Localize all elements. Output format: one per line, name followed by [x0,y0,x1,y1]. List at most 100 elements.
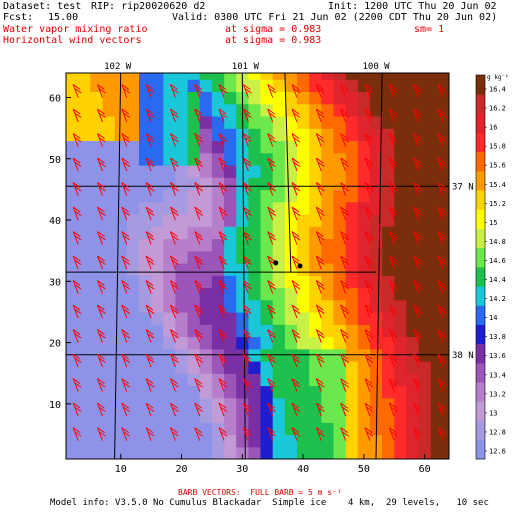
field-cell [357,91,371,105]
field-cell [66,287,79,301]
field-cell [187,140,201,154]
field-cell [78,262,91,276]
field-cell [272,189,286,203]
field-cell [187,115,201,129]
wind-barb [97,255,106,270]
field-cell [382,446,395,459]
field-cell [199,103,213,117]
field-cell [163,140,177,154]
field-cell [175,238,189,252]
field-cell [66,91,79,105]
field-cell [175,262,189,276]
field-cell [442,397,449,411]
field-cell [102,140,116,154]
colorbar-label: 13.2 [489,390,506,398]
field-cell [394,336,408,350]
wind-barb [121,280,131,294]
field-cell [102,324,116,338]
field-cell [78,189,91,203]
wind-barb [242,84,252,98]
field-cell [163,164,177,178]
field-cell [345,250,359,264]
field-cell [175,397,189,411]
colorbar-swatch [476,228,485,249]
wind-barb [121,231,131,245]
field-cell [175,373,189,387]
field-cell [66,189,79,203]
field-cell [199,250,213,264]
field1-level: at sigma = 0.983 [225,24,322,35]
wind-barb [242,206,252,221]
field-cell [151,299,164,313]
field-cell [394,189,408,203]
field-cell [126,164,140,178]
field-cell [175,128,189,141]
field-cell [394,397,408,411]
wind-barb [72,280,82,294]
wind-barb [413,329,422,343]
wind-barb [340,280,349,294]
field-cell [151,73,164,80]
field-cell [333,73,347,80]
field-cell [370,373,383,387]
field-cell [357,115,371,129]
wind-barb [97,329,106,343]
field-cell [284,287,298,301]
wind-barb [388,182,398,196]
y-tick-label: 60 [49,94,61,105]
wind-barb [194,280,204,294]
wind-barb [437,182,447,196]
field-cell [284,213,298,227]
field-cell [224,213,237,227]
field-cell [297,152,310,166]
field-cell [211,115,225,129]
field-cell [187,73,201,80]
field-cell [139,434,152,448]
field-cell [187,213,201,227]
field-cell [260,91,274,105]
wind-barb [242,304,252,319]
y-tick-label: 10 [49,400,61,411]
wind-barb [315,304,325,319]
field-cell [345,213,359,227]
field-cell [345,103,359,117]
field-cell [345,361,359,374]
field-cell [126,434,140,448]
field-cell [248,238,262,252]
field-cell [418,385,432,399]
field-cell [151,91,164,105]
field-cell [406,140,420,154]
field-cell [272,287,286,301]
field-cell [418,91,432,105]
wind-barb [364,329,374,343]
colorbar-frame [475,74,486,460]
wind-barb [437,255,447,270]
field-cell [345,140,359,154]
x-tick-label: 40 [297,464,309,475]
field-cell [394,312,408,325]
field-cell [272,385,286,399]
wind-barb [97,157,106,172]
wind-barb [267,378,276,392]
field-cell [102,152,116,166]
field-cell [187,287,201,301]
field-cell [126,103,140,117]
field-cell [394,324,408,338]
field-cell [224,91,237,105]
field-cell [345,446,359,459]
field-cell [321,397,335,411]
field-cell [224,115,237,129]
wind-barb [72,157,82,172]
field-cell [224,189,237,203]
wind-barb [388,255,398,270]
colorbar-swatch [476,190,485,210]
field-cell [175,140,189,154]
field-cell [406,446,420,459]
field-cell [90,361,104,374]
wind-barb [194,231,204,245]
field-cell [90,434,104,448]
field-cell [345,422,359,436]
field-cell [442,238,449,252]
field-cell [151,336,164,350]
field-cell [224,410,237,423]
